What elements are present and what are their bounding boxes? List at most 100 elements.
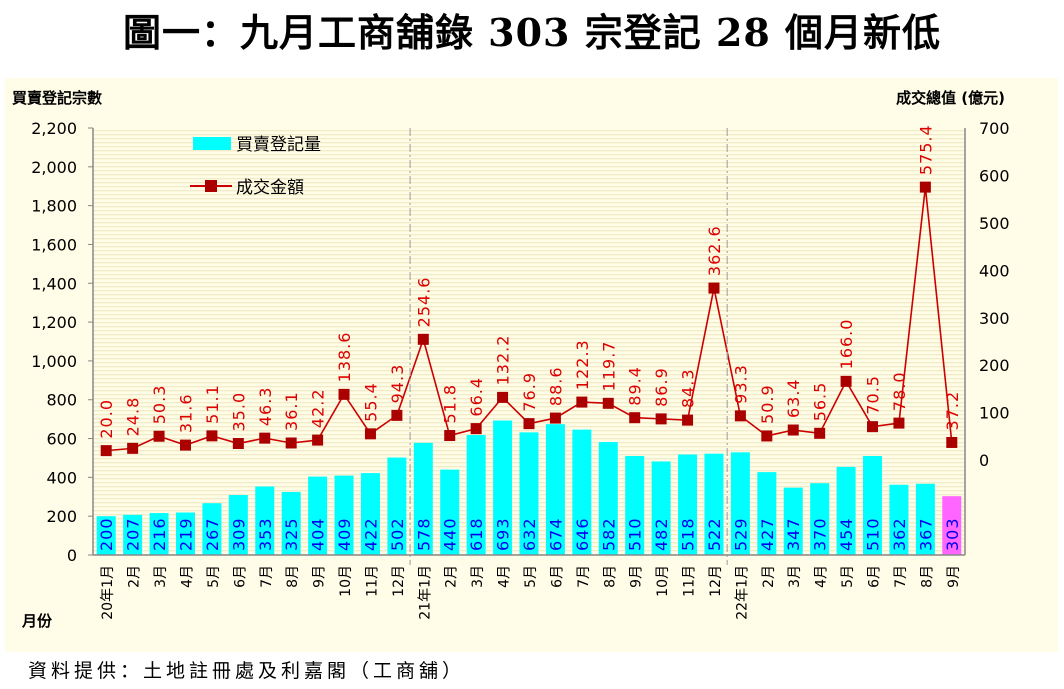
bar-value-label: 454 <box>837 517 856 551</box>
line-value-label: 575.4 <box>916 124 935 175</box>
bar <box>413 442 433 555</box>
bar-value-label: 582 <box>599 517 618 551</box>
right-axis-title: 成交總值 (億元) <box>896 89 1005 107</box>
bar <box>175 512 195 555</box>
bar <box>493 420 513 555</box>
x-tick-label: 3月 <box>470 565 486 588</box>
left-tick-label: 2,200 <box>31 119 77 138</box>
bar-value-label: 422 <box>361 517 380 551</box>
left-tick-label: 1,600 <box>31 235 77 254</box>
line-value-label: 86.9 <box>652 367 671 407</box>
line-marker <box>919 181 931 193</box>
bar-value-label: 362 <box>890 517 909 551</box>
bar <box>810 483 830 555</box>
bar-value-label: 347 <box>784 517 803 551</box>
x-tick-label: 11月 <box>364 565 380 597</box>
bar <box>545 424 565 555</box>
bar-value-label: 529 <box>731 517 750 551</box>
bar <box>96 516 116 555</box>
bar <box>783 487 803 555</box>
x-tick-label: 6月 <box>232 565 248 588</box>
line-marker <box>417 333 429 345</box>
line-value-label: 66.4 <box>467 377 486 417</box>
bar <box>915 483 935 555</box>
line-marker <box>312 434 324 446</box>
line-marker <box>867 421 879 433</box>
right-tick-label: 600 <box>979 166 1010 185</box>
x-tick-label: 6月 <box>549 565 565 588</box>
x-tick-label: 12月 <box>708 565 724 597</box>
line-value-label: 31.6 <box>176 393 195 433</box>
bar <box>836 466 856 555</box>
x-tick-label: 9月 <box>946 565 962 588</box>
bar-value-label: 502 <box>388 517 407 551</box>
line-value-label: 50.9 <box>758 384 777 424</box>
bar <box>334 475 354 555</box>
bar-value-label: 632 <box>520 517 539 551</box>
line-value-label: 35.0 <box>229 392 248 432</box>
right-tick-label: 500 <box>979 214 1010 233</box>
bar <box>202 503 222 555</box>
line-value-label: 166.0 <box>837 319 856 370</box>
bar <box>889 484 909 555</box>
right-tick-label: 100 <box>979 404 1010 423</box>
line-value-label: 42.2 <box>309 388 328 428</box>
x-tick-label: 10月 <box>655 565 671 597</box>
bar <box>360 473 380 555</box>
line-value-label: 84.3 <box>679 368 698 408</box>
bar-value-label: 510 <box>626 517 645 551</box>
chart-title: 圖一：九月工商舖錄 303 宗登記 28 個月新低 <box>122 10 942 55</box>
bar-value-label: 267 <box>203 517 222 551</box>
bar-value-label: 353 <box>256 517 275 551</box>
line-marker <box>338 388 350 400</box>
x-tick-label: 8月 <box>919 565 935 588</box>
x-tick-label: 2月 <box>761 565 777 588</box>
x-tick-label: 5月 <box>840 565 856 588</box>
line-marker <box>523 418 535 430</box>
line-marker <box>708 282 720 294</box>
x-tick-label: 8月 <box>602 565 618 588</box>
left-tick-label: 400 <box>46 468 77 487</box>
bar-value-label: 693 <box>494 517 513 551</box>
line-value-label: 76.9 <box>520 372 539 412</box>
x-tick-label: 9月 <box>629 565 645 588</box>
line-marker <box>576 396 588 408</box>
x-tick-label: 4月 <box>814 565 830 588</box>
left-tick-label: 0 <box>67 546 77 565</box>
line-value-label: 122.3 <box>573 339 592 390</box>
left-tick-label: 800 <box>46 391 77 410</box>
bar-value-label: 303 <box>943 517 962 551</box>
line-value-label: 254.6 <box>414 277 433 328</box>
line-marker <box>893 417 905 429</box>
x-tick-label: 11月 <box>682 565 698 597</box>
bar-value-label: 325 <box>282 517 301 551</box>
line-marker <box>761 430 773 442</box>
line-marker <box>285 437 297 449</box>
line-value-label: 88.6 <box>546 366 565 406</box>
line-marker <box>549 412 561 424</box>
bar <box>651 461 671 555</box>
bar <box>572 429 592 555</box>
bar <box>387 457 407 555</box>
legend-line-marker <box>205 180 217 192</box>
line-value-label: 46.3 <box>256 387 275 427</box>
bar <box>149 513 169 555</box>
bar-value-label: 618 <box>467 517 486 551</box>
line-value-label: 362.6 <box>705 225 724 276</box>
x-tick-label: 4月 <box>497 565 513 588</box>
line-marker <box>470 423 482 435</box>
line-value-label: 51.1 <box>203 384 222 424</box>
right-tick-label: 300 <box>979 309 1010 328</box>
x-tick-label: 6月 <box>867 565 883 588</box>
bar-value-label: 674 <box>546 517 565 551</box>
legend-bar-swatch <box>193 137 231 150</box>
line-marker <box>814 427 826 439</box>
line-marker <box>179 439 191 451</box>
line-value-label: 70.5 <box>864 375 883 415</box>
line-value-label: 36.1 <box>282 391 301 431</box>
x-tick-label: 10月 <box>338 565 354 597</box>
bar <box>308 476 328 555</box>
bar <box>942 496 962 555</box>
line-value-label: 138.6 <box>335 332 354 383</box>
